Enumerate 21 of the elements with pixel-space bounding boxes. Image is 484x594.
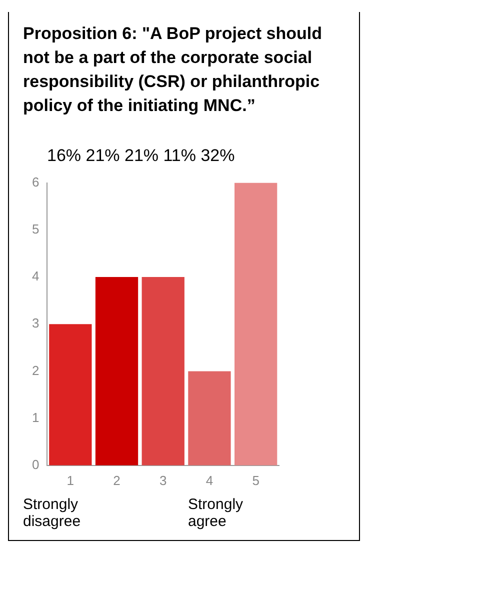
y-tick-label: 6: [32, 174, 40, 190]
x-tick-label: 5: [252, 472, 260, 488]
y-tick-label: 2: [32, 362, 40, 378]
y-tick-label: 5: [32, 221, 40, 236]
chart-title: Proposition 6: "A BoP project should not be a part of the corporate social responsibility (CSR) or philanthropic policy of the initiating MNC.”: [22, 23, 323, 117]
text: Strongly agree: [188, 496, 244, 530]
bar: [49, 324, 92, 466]
chart-subtitle: 16% 21% 21% 11% 32%: [46, 145, 236, 167]
bar: [142, 277, 184, 466]
x-tick-label: 2: [113, 472, 120, 488]
y-tick-label: 4: [32, 268, 40, 284]
y-tick-label: 1: [32, 410, 40, 425]
y-tick-label: 0: [32, 456, 40, 472]
bar: [234, 182, 278, 466]
bar: [188, 371, 231, 466]
bar: [95, 277, 138, 466]
text: Strongly disagree: [23, 496, 82, 530]
x-tick-label: 1: [66, 472, 74, 488]
x-tick-label: 4: [206, 472, 214, 488]
x-tick-label: 3: [160, 472, 167, 488]
y-tick-label: 3: [32, 316, 40, 331]
